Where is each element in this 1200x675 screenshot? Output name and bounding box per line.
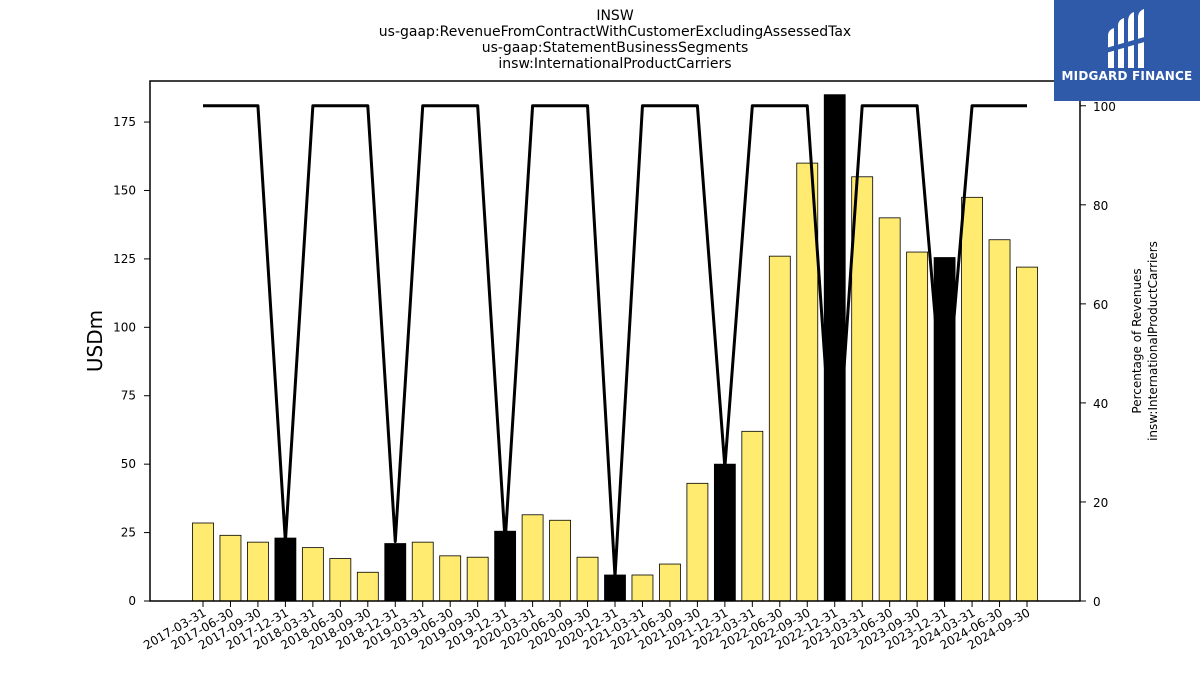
bar-2020-06-30 [549,519,571,602]
y2-tick-label: 80 [1093,199,1108,213]
y-axis-label: USDm [83,310,107,372]
bar-2023-06-30 [878,217,901,602]
y-tick-label: 75 [121,389,136,403]
bar-2024-09-30 [1016,266,1038,602]
bar-2021-12-31 [713,463,736,602]
bar-2020-12-31 [604,574,626,602]
bar-2024-03-31 [961,196,983,602]
y-tick-label: 150 [113,183,136,197]
logo-text: MIDGARD FINANCE [1061,69,1193,83]
bar-2018-09-30 [356,571,379,602]
bar-2017-09-30 [247,541,269,602]
bar-2022-03-31 [741,430,764,602]
title-line-3: us-gaap:StatementBusinessSegments [482,40,749,56]
bar-2022-06-30 [768,255,791,602]
bar-2023-09-30 [906,251,929,602]
y2-tick-label: 60 [1093,298,1108,312]
bar-2021-09-30 [686,482,709,602]
percentage-line-series [203,104,1027,578]
midgard-logo-icon [1106,9,1148,68]
title-line-4: insw:InternationalProductCarriers [498,56,731,72]
bar-2019-09-30 [466,556,489,602]
x-axis: 2017-03-312017-06-302017-09-302017-12-31… [141,601,1033,652]
bar-2021-03-31 [631,574,654,602]
percentage-line [203,104,1027,578]
bar-2024-06-30 [988,239,1011,602]
y-tick-label: 125 [113,252,136,266]
bar-series [192,94,1038,602]
bar-2019-03-31 [411,541,434,602]
y2-tick-label: 20 [1093,496,1108,510]
bar-2017-06-30 [219,534,242,602]
bar-2023-12-31 [933,257,956,602]
y2-axis-label: Percentage of Revenues insw:Internationa… [1130,241,1160,441]
y-tick-label: 100 [113,320,136,334]
y2-axis-label-line-2: insw:InternationalProductCarriers [1146,241,1160,441]
y-tick-label: 175 [113,115,136,129]
bar-2018-12-31 [384,543,407,602]
bar-2021-06-30 [659,563,681,602]
y-axis-right: 0 20 40 60 80 100 [1080,100,1116,609]
y-tick-label: 0 [128,594,136,608]
bar-2018-03-31 [301,547,324,602]
chart-title: INSW us-gaap:RevenueFromContractWithCust… [379,8,851,72]
bar-2022-12-31 [823,94,846,602]
title-line-2: us-gaap:RevenueFromContractWithCustomerE… [379,24,851,40]
bar-2020-09-30 [576,556,599,602]
y2-tick-label: 100 [1093,100,1116,114]
y-tick-label: 50 [121,457,136,471]
bar-2019-06-30 [439,555,462,602]
bar-2017-03-31 [192,522,214,602]
bar-2017-12-31 [274,537,297,602]
y-axis-left: 0 25 50 75 100 125 150 175 [113,115,150,608]
bar-2020-03-31 [521,514,544,602]
midgard-finance-logo: MIDGARD FINANCE [1054,0,1200,101]
bar-2018-06-30 [329,558,352,602]
y2-tick-label: 40 [1093,397,1108,411]
title-line-1: INSW [596,8,633,24]
bar-2023-03-31 [851,176,874,602]
y2-axis-label-line-1: Percentage of Revenues [1130,268,1144,413]
y2-tick-label: 0 [1093,595,1101,609]
y-tick-label: 25 [121,526,136,540]
